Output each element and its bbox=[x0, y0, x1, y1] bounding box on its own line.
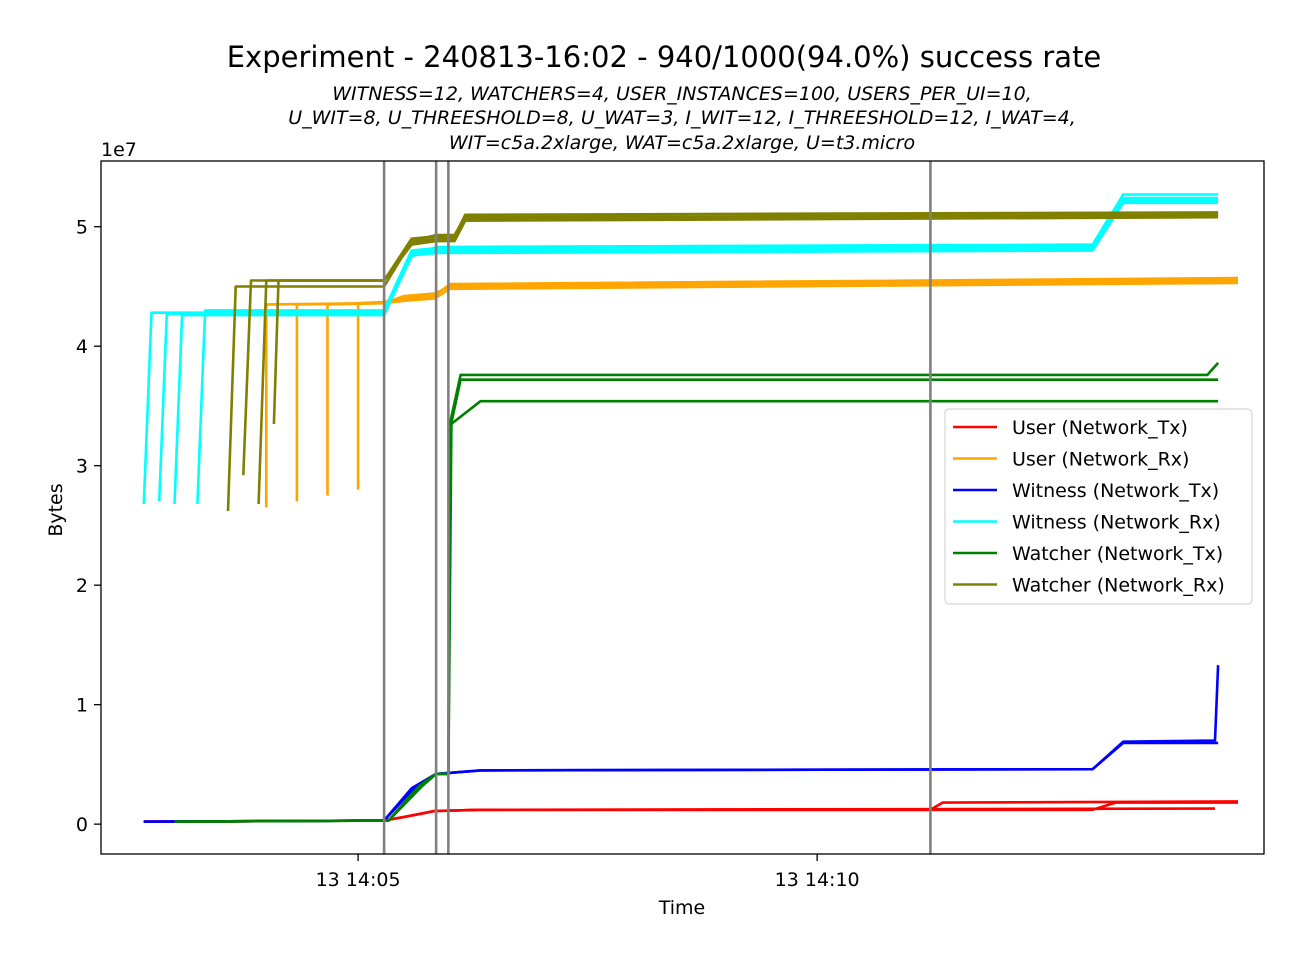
chart-subtitle-line-3: WIT=c5a.2xlarge, WAT=c5a.2xlarge, U=t3.m… bbox=[449, 132, 915, 154]
x-axis-label: Time bbox=[658, 897, 706, 919]
series-layer bbox=[142, 193, 1239, 823]
x-tick-label-2: 13 14:10 bbox=[775, 869, 860, 891]
series-watcher-network-rx bbox=[226, 211, 1219, 512]
chart-subtitle-line-1: WITNESS=12, WATCHERS=4, USER_INSTANCES=1… bbox=[332, 83, 1032, 105]
legend-label-watcher-network-tx: Watcher (Network_Tx) bbox=[1012, 543, 1223, 565]
chart-subtitle-line-2: U_WIT=8, U_THREESHOLD=8, U_WAT=3, I_WIT=… bbox=[288, 107, 1076, 129]
y-tick-label-5: 4 bbox=[76, 336, 88, 358]
plot-area bbox=[100, 160, 1265, 855]
y-axis-ticks: 0 1 2 3 4 5 bbox=[76, 217, 101, 836]
legend-items: User (Network_Tx) User (Network_Rx) Witnes… bbox=[953, 417, 1225, 597]
y-tick-label-3: 2 bbox=[76, 575, 88, 597]
legend-box bbox=[944, 408, 1253, 605]
legend-label-watcher-network-rx: Watcher (Network_Rx) bbox=[1012, 575, 1225, 597]
event-markers bbox=[382, 161, 932, 854]
y-tick-label-1: 0 bbox=[76, 814, 88, 836]
x-axis-ticks: 13 14:05 13 14:10 bbox=[316, 854, 860, 891]
y-tick-label-2: 1 bbox=[76, 695, 88, 717]
y-axis-offset-label: 1e7 bbox=[101, 139, 137, 161]
series-line-witness-network-tx-2 bbox=[143, 741, 1219, 823]
series-line-watcher-network-rx-4 bbox=[272, 213, 1219, 424]
series-line-user-network-rx-4 bbox=[356, 278, 1239, 490]
legend: User (Network_Tx) User (Network_Rx) Witnes… bbox=[944, 408, 1253, 605]
series-line-watcher-network-tx-3 bbox=[174, 399, 1219, 823]
chart-title: Experiment - 240813-16:02 - 940/1000(94.… bbox=[227, 40, 1102, 74]
x-tick-label-1: 13 14:05 bbox=[316, 869, 401, 891]
series-line-witness-network-rx-3 bbox=[173, 201, 1219, 504]
y-tick-label-6: 5 bbox=[76, 217, 88, 239]
legend-label-witness-network-tx: Witness (Network_Tx) bbox=[1012, 480, 1219, 502]
y-axis-label: Bytes bbox=[45, 483, 67, 536]
series-witness-network-tx bbox=[143, 665, 1220, 823]
legend-label-witness-network-rx: Witness (Network_Rx) bbox=[1012, 512, 1221, 534]
legend-label-user-network-tx: User (Network_Tx) bbox=[1012, 417, 1188, 439]
legend-label-user-network-rx: User (Network_Rx) bbox=[1012, 449, 1189, 471]
plot-frame bbox=[100, 160, 1265, 855]
y-tick-label-4: 3 bbox=[76, 456, 88, 478]
series-line-user-network-rx-2 bbox=[295, 281, 1239, 502]
series-witness-network-rx bbox=[142, 193, 1219, 504]
